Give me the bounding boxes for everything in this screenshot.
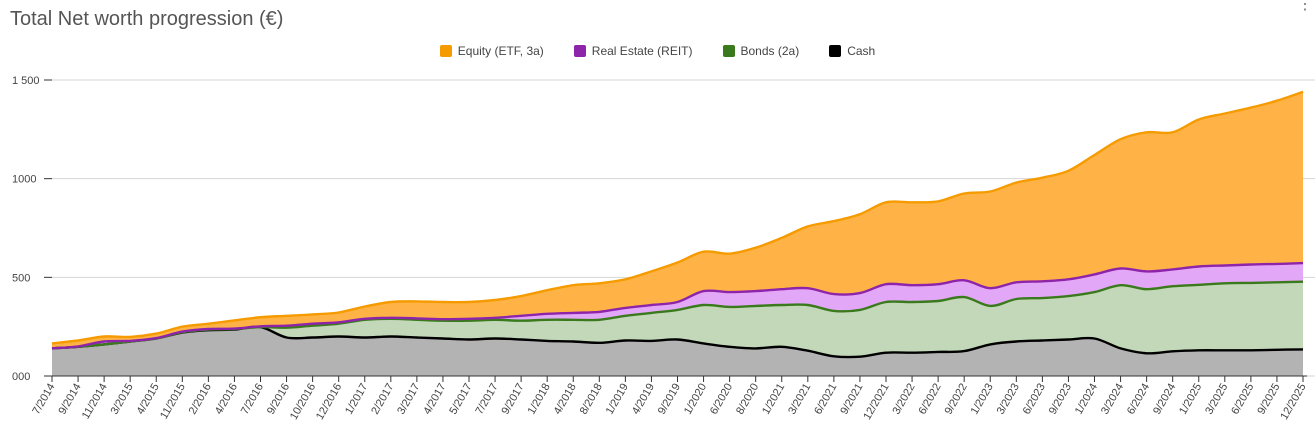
xtick-label: 3/2023 <box>995 382 1022 417</box>
xtick-label: 4/2019 <box>630 382 657 417</box>
legend-swatch-cash <box>829 45 842 57</box>
ytick-label: 1000 <box>12 174 36 186</box>
legend-label-cash: Cash <box>847 44 876 58</box>
xtick-label: 3/2024 <box>1099 382 1126 417</box>
xtick-label: 1/2021 <box>760 382 787 417</box>
x-axis: 7/20149/201411/20143/20154/201511/20152/… <box>30 376 1309 422</box>
xtick-label: 8/2018 <box>578 382 605 417</box>
xtick-label: 3/2015 <box>109 382 136 417</box>
xtick-label: 2/2016 <box>187 382 214 417</box>
xtick-label: 3/2022 <box>890 382 917 417</box>
legend-swatch-equity <box>439 45 452 57</box>
xtick-label: 9/2022 <box>943 382 970 417</box>
xtick-label: 4/2018 <box>552 382 579 417</box>
ytick-label: 500 <box>12 272 30 284</box>
y-axis: 000 500 1000 1 500 <box>12 75 1307 383</box>
xtick-label: 6/2023 <box>1021 382 1048 417</box>
xtick-label: 7/2014 <box>30 382 57 417</box>
xtick-label: 1/2017 <box>343 382 370 417</box>
xtick-label: 4/2017 <box>421 382 448 417</box>
xtick-label: 6/2025 <box>1229 382 1256 417</box>
legend-item-real-estate[interactable]: Real Estate (REIT) <box>562 44 693 58</box>
xtick-label: 3/2017 <box>395 382 422 417</box>
legend-label-bonds: Bonds (2a) <box>740 44 800 58</box>
legend-swatch-real-estate <box>573 45 586 57</box>
xtick-label: 3/2021 <box>786 382 813 417</box>
xtick-label: 9/2024 <box>1151 382 1178 417</box>
legend-item-cash[interactable]: Cash <box>817 44 875 58</box>
legend-swatch-bonds <box>722 45 735 57</box>
chart-title: Total Net worth progression (€) <box>10 8 284 30</box>
xtick-label: 1/2020 <box>682 382 709 417</box>
xtick-label: 11/2014 <box>80 382 110 422</box>
xtick-label: 7/2016 <box>239 382 266 417</box>
xtick-label: 9/2021 <box>838 382 865 417</box>
area-cash <box>52 326 1303 376</box>
series-lines <box>51 90 1304 359</box>
line-real-estate-reit[interactable] <box>51 261 1304 350</box>
xtick-label: 5/2017 <box>447 382 474 417</box>
xtick-label: 1/2018 <box>526 382 553 417</box>
xtick-label: 3/2025 <box>1203 382 1230 417</box>
xtick-label: 4/2015 <box>135 382 162 417</box>
xtick-label: 4/2016 <box>213 382 240 417</box>
ytick-label: 000 <box>12 371 30 383</box>
xtick-label: 1/2019 <box>604 382 631 417</box>
xtick-label: 2/2017 <box>369 382 396 417</box>
xtick-label: 6/2022 <box>917 382 944 417</box>
xtick-label: 9/2014 <box>56 382 83 417</box>
xtick-label: 6/2021 <box>812 382 839 417</box>
xtick-label: 9/2016 <box>265 382 292 417</box>
xtick-label: 1/2023 <box>969 382 996 417</box>
xtick-label: 12/2021 <box>861 382 891 422</box>
legend-item-bonds[interactable]: Bonds (2a) <box>711 44 800 58</box>
xtick-label: 9/2017 <box>500 382 527 417</box>
legend-item-equity[interactable]: Equity (ETF, 3a) <box>439 44 544 58</box>
xtick-label: 11/2015 <box>158 382 188 422</box>
xtick-label: 6/2020 <box>708 382 735 417</box>
xtick-label: 8/2020 <box>734 382 761 417</box>
ytick-label: 1 500 <box>12 75 40 87</box>
xtick-label: 9/2019 <box>656 382 683 417</box>
xtick-label: 1/2024 <box>1073 382 1100 417</box>
xtick-label: 9/2025 <box>1255 382 1282 417</box>
xtick-label: 6/2024 <box>1125 382 1152 417</box>
xtick-label: 9/2023 <box>1047 382 1074 417</box>
xtick-label: 7/2017 <box>473 382 500 417</box>
line-equity-etf-3a[interactable] <box>51 90 1304 345</box>
legend-label-real-estate: Real Estate (REIT) <box>591 44 693 58</box>
series-areas <box>52 91 1303 377</box>
xtick-label: 1/2025 <box>1177 382 1204 417</box>
xtick-label: 12/2016 <box>314 382 344 422</box>
legend-label-equity: Equity (ETF, 3a) <box>457 44 544 58</box>
chart-legend: Equity (ETF, 3a) Real Estate (REIT) Bond… <box>0 44 1315 58</box>
xtick-label: 12/2025 <box>1278 382 1308 422</box>
